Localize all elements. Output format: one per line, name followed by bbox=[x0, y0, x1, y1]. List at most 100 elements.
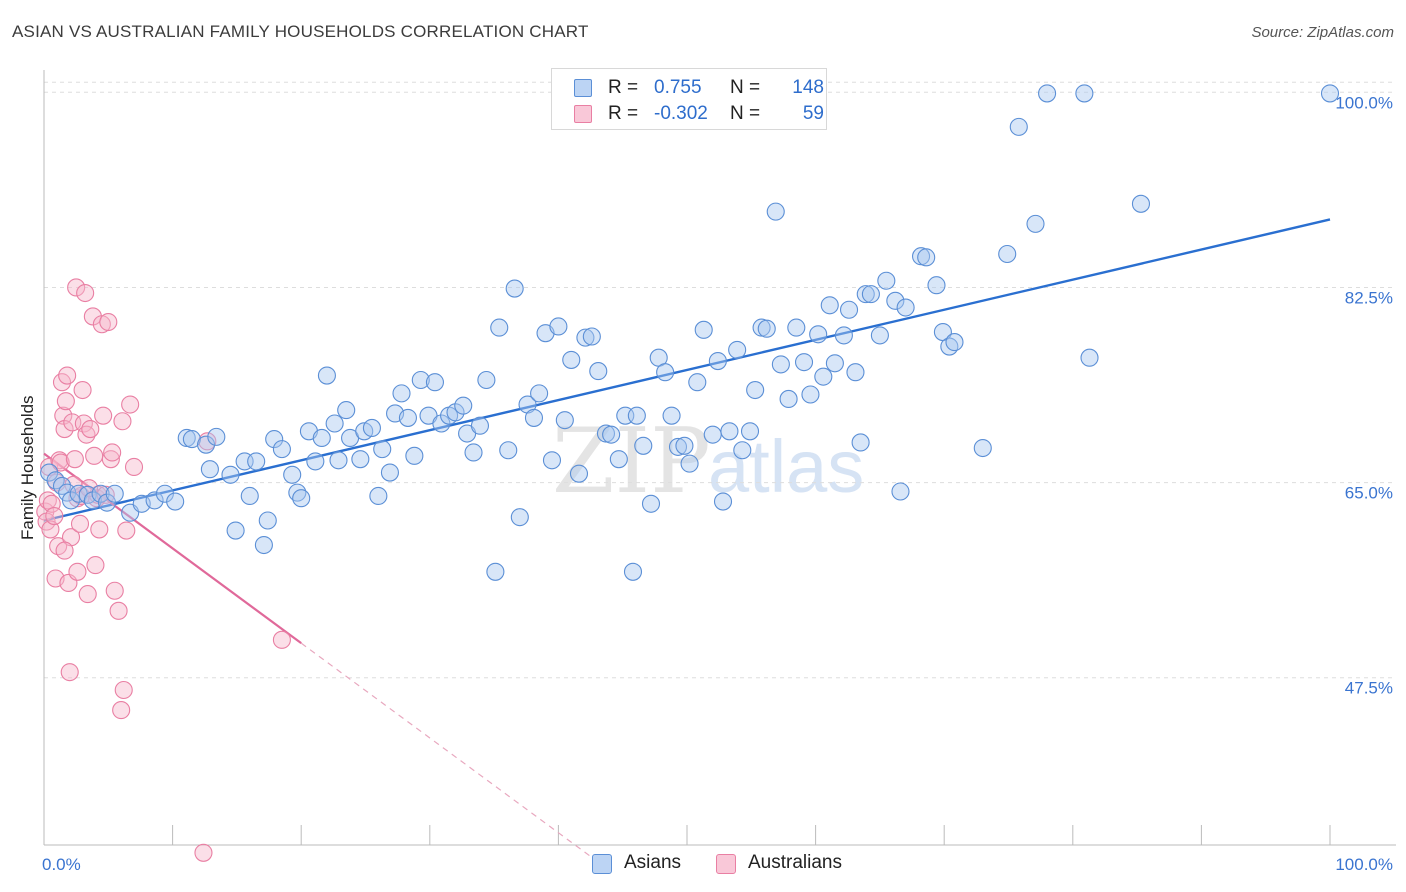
asian-point bbox=[675, 436, 694, 455]
asian-point bbox=[627, 406, 646, 425]
asian-point bbox=[1009, 117, 1028, 136]
australian-point bbox=[55, 420, 74, 439]
legend-n-label: N = bbox=[730, 103, 761, 124]
watermark-zip: ZIP bbox=[552, 409, 711, 514]
asian-point bbox=[470, 416, 490, 435]
asians-legend-swatch bbox=[592, 854, 612, 874]
asian-point bbox=[61, 491, 81, 510]
asian-point bbox=[851, 433, 870, 452]
australian-point bbox=[41, 520, 60, 539]
asian-point bbox=[703, 425, 722, 444]
asian-point bbox=[569, 464, 589, 483]
asian-point bbox=[694, 320, 713, 339]
australian-point bbox=[194, 843, 213, 862]
asian-point bbox=[221, 465, 240, 484]
asian-point bbox=[226, 521, 245, 540]
asian-point bbox=[369, 486, 388, 506]
asian-point bbox=[834, 326, 853, 345]
asian-point bbox=[1080, 348, 1099, 367]
australian-point bbox=[81, 420, 100, 439]
asian-point bbox=[145, 491, 164, 510]
asian-point bbox=[505, 279, 524, 298]
asian-point bbox=[589, 362, 608, 381]
australian-point bbox=[86, 556, 105, 575]
y-tick-label: 65.0% bbox=[1345, 484, 1393, 503]
australians-trend-line bbox=[43, 452, 302, 645]
asian-point bbox=[602, 425, 621, 444]
asian-point bbox=[380, 463, 399, 482]
y-tick-label: 82.5% bbox=[1345, 288, 1393, 307]
asian-point bbox=[576, 328, 595, 347]
asian-point bbox=[432, 414, 451, 433]
asian-point bbox=[1038, 84, 1057, 103]
asian-point bbox=[766, 202, 785, 221]
australian-point bbox=[70, 514, 90, 533]
australian-point bbox=[109, 601, 128, 620]
asian-point bbox=[787, 318, 806, 337]
asians-trend-line bbox=[43, 218, 1331, 522]
x-tick-label: 100.0% bbox=[1335, 855, 1393, 874]
asian-point bbox=[247, 452, 266, 471]
asian-point bbox=[272, 440, 291, 459]
australian-point bbox=[63, 413, 82, 432]
asian-point bbox=[329, 451, 348, 470]
asian-point bbox=[549, 317, 568, 336]
x-tick-label: 0.0% bbox=[42, 855, 81, 874]
asian-point bbox=[530, 384, 549, 403]
asian-point bbox=[708, 351, 727, 371]
asian-point bbox=[771, 355, 790, 374]
asian-point bbox=[886, 291, 905, 310]
asians-swatch bbox=[574, 79, 592, 97]
asian-point bbox=[499, 441, 518, 460]
asian-point bbox=[740, 422, 760, 441]
asian-point bbox=[78, 485, 97, 504]
australian-point bbox=[105, 581, 124, 600]
australian-point bbox=[73, 380, 92, 400]
asians-legend-label: Asians bbox=[624, 852, 682, 873]
australian-point bbox=[55, 541, 74, 560]
asian-point bbox=[306, 452, 325, 471]
asian-point bbox=[83, 491, 102, 510]
asian-point bbox=[891, 482, 910, 501]
australian-point bbox=[90, 520, 109, 539]
asian-point bbox=[641, 494, 661, 513]
asian-point bbox=[373, 440, 392, 459]
legend-r-value: -0.302 bbox=[654, 103, 708, 124]
asian-point bbox=[405, 446, 424, 465]
asian-point bbox=[634, 436, 653, 455]
asian-point bbox=[392, 384, 411, 403]
asian-point bbox=[688, 373, 707, 392]
asian-point bbox=[555, 411, 574, 430]
asian-point bbox=[846, 363, 865, 382]
asian-point bbox=[317, 366, 336, 385]
asian-point bbox=[746, 380, 765, 400]
asian-point bbox=[623, 562, 643, 581]
australian-point bbox=[67, 278, 86, 297]
asian-point bbox=[927, 276, 946, 295]
asian-point bbox=[877, 271, 896, 290]
legend-r-label: R = bbox=[608, 77, 639, 98]
asian-point bbox=[680, 454, 699, 473]
chart-title: ASIAN VS AUSTRALIAN FAMILY HOUSEHOLDS CO… bbox=[12, 22, 589, 41]
asian-point bbox=[254, 535, 273, 555]
australians-points bbox=[36, 278, 291, 862]
asian-point bbox=[998, 244, 1017, 264]
australian-point bbox=[76, 283, 95, 303]
asian-point bbox=[91, 484, 110, 503]
australian-point bbox=[68, 562, 87, 581]
asian-point bbox=[292, 489, 311, 508]
australian-point bbox=[114, 680, 133, 700]
asian-point bbox=[166, 492, 185, 511]
asian-point bbox=[477, 370, 496, 390]
asian-point bbox=[896, 298, 915, 317]
australian-point bbox=[58, 366, 77, 385]
asian-point bbox=[337, 401, 356, 420]
asian-point bbox=[1026, 214, 1045, 233]
asian-point bbox=[1075, 84, 1094, 103]
asians-points bbox=[40, 84, 1340, 581]
australians-swatch bbox=[574, 105, 592, 123]
australian-point bbox=[60, 663, 79, 682]
asian-point bbox=[362, 418, 381, 437]
asian-point bbox=[454, 396, 473, 415]
